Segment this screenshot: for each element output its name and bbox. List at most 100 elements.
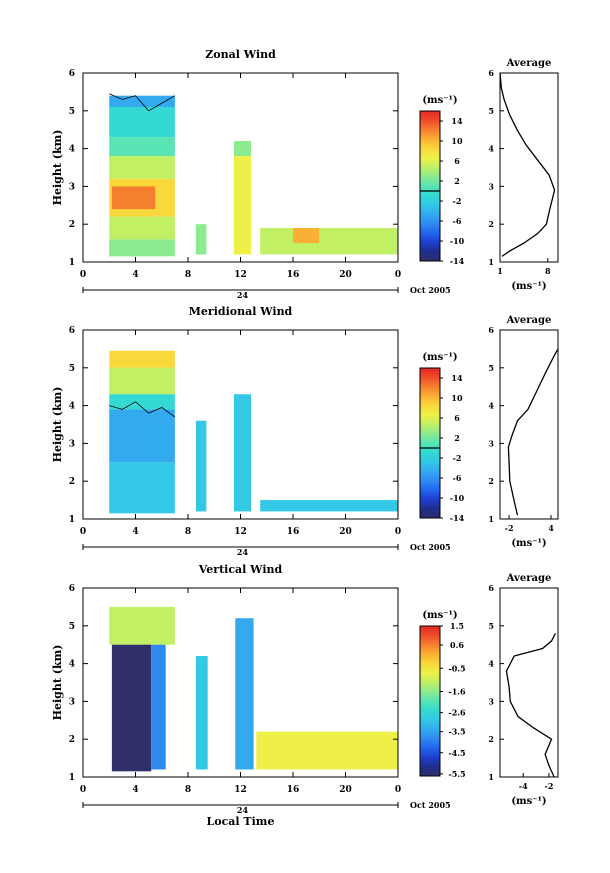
average-y-tick-label: 2 (488, 476, 494, 486)
x-tick-label: 0 (80, 270, 86, 280)
colorbar (419, 625, 441, 777)
average-y-tick-label: 1 (488, 257, 494, 267)
heatmap-cell (109, 409, 175, 463)
average-unit: (ms⁻¹) (511, 538, 546, 549)
y-axis-label: Height (km) (51, 130, 64, 206)
date-label: Oct 2005 (410, 542, 451, 552)
x-tick-label: 12 (234, 270, 247, 280)
x-tick-label: 0 (395, 527, 401, 537)
colorbar-tick-label: 14 (451, 116, 463, 126)
x-tick-label: 8 (185, 270, 191, 280)
y-tick-label: 4 (69, 660, 75, 670)
average-y-tick-label: 4 (488, 659, 494, 669)
average-x-tick-label: -2 (545, 781, 554, 791)
colorbar-tick-label: -1.6 (448, 686, 466, 696)
average-y-tick-label: 4 (488, 144, 494, 154)
heatmap-cell (235, 618, 254, 770)
average-y-tick-label: 5 (488, 363, 494, 373)
y-tick-label: 5 (69, 622, 75, 632)
heatmap-cell (260, 227, 398, 255)
colorbar (419, 110, 441, 262)
x-tick-label: 12 (234, 785, 247, 795)
date-tick-label: 24 (237, 547, 249, 557)
average-y-tick-label: 2 (488, 219, 494, 229)
x-tick-label: 4 (132, 527, 138, 537)
average-y-tick-label: 6 (488, 325, 494, 335)
heatmap-cell (195, 420, 207, 512)
y-tick-label: 3 (69, 697, 75, 707)
y-tick-label: 2 (69, 477, 75, 487)
colorbar-tick-label: -2 (453, 196, 462, 206)
x-tick-label: 16 (287, 785, 300, 795)
colorbar-tick-label: -14 (450, 256, 465, 266)
chart-title: Vertical Wind (198, 563, 283, 576)
y-tick-label: 1 (69, 515, 75, 525)
y-tick-label: 2 (69, 735, 75, 745)
date-tick-label: 24 (237, 290, 249, 300)
average-x-tick-label: 1 (497, 266, 503, 276)
heatmap-cell (233, 156, 251, 255)
heatmap-cell (109, 350, 175, 368)
x-tick-label: 0 (395, 270, 401, 280)
average-y-tick-label: 6 (488, 583, 494, 593)
average-y-tick-label: 3 (488, 438, 494, 448)
average-profile-line (505, 633, 557, 778)
x-tick-label: 0 (395, 785, 401, 795)
colorbar (419, 367, 441, 519)
heatmap-cell (111, 186, 156, 210)
y-tick-label: 6 (69, 69, 75, 79)
colorbar-tick-label: 6 (454, 413, 460, 423)
x-tick-label: 16 (287, 527, 300, 537)
x-tick-label: 16 (287, 270, 300, 280)
heatmap-cell (109, 156, 175, 179)
chart-title: Zonal Wind (205, 48, 276, 61)
zero-contour (109, 401, 176, 418)
colorbar-unit: (ms⁻¹) (422, 610, 457, 621)
average-y-tick-label: 3 (488, 181, 494, 191)
y-tick-label: 3 (69, 182, 75, 192)
colorbar-tick-label: -10 (450, 236, 465, 246)
average-title: Average (506, 58, 552, 69)
colorbar-tick-label: -14 (450, 513, 465, 523)
heatmap-cell (109, 367, 175, 395)
y-axis-label: Height (km) (51, 645, 64, 721)
colorbar-tick-label: -0.5 (448, 663, 465, 673)
colorbar-tick-label: 1.5 (450, 621, 464, 631)
x-tick-label: 12 (234, 527, 247, 537)
x-tick-label: 20 (339, 270, 352, 280)
x-tick-label: 4 (132, 270, 138, 280)
y-tick-label: 2 (69, 220, 75, 230)
y-tick-label: 5 (69, 107, 75, 117)
heatmap-cell (195, 224, 207, 255)
average-unit: (ms⁻¹) (511, 281, 546, 292)
heatmap-cell (293, 227, 320, 244)
average-y-tick-label: 1 (488, 772, 494, 782)
colorbar-tick-label: -6 (453, 216, 462, 226)
heatmap-cell (151, 644, 166, 770)
heatmap-cell (111, 644, 152, 772)
x-tick-label: 8 (185, 527, 191, 537)
average-unit: (ms⁻¹) (511, 796, 546, 807)
heatmap-cell (109, 216, 175, 240)
average-x-tick-label: 4 (548, 523, 554, 533)
colorbar-tick-label: 2 (454, 433, 460, 443)
x-tick-label: 0 (80, 527, 86, 537)
average-frame (499, 72, 559, 263)
date-label: Oct 2005 (410, 285, 451, 295)
date-tick-label: 24 (237, 805, 249, 815)
x-tick-label: 0 (80, 785, 86, 795)
heatmap-cell (109, 107, 175, 138)
heatmap-cell (233, 394, 251, 512)
chart-title: Meridional Wind (189, 305, 293, 318)
heatmap-cells (109, 606, 398, 772)
colorbar-tick-label: 6 (454, 156, 460, 166)
average-profile-line (507, 348, 559, 516)
colorbar-tick-label: 14 (451, 373, 463, 383)
y-axis-label: Height (km) (51, 387, 64, 463)
heatmap-cell (256, 731, 398, 770)
average-frame (499, 587, 559, 778)
